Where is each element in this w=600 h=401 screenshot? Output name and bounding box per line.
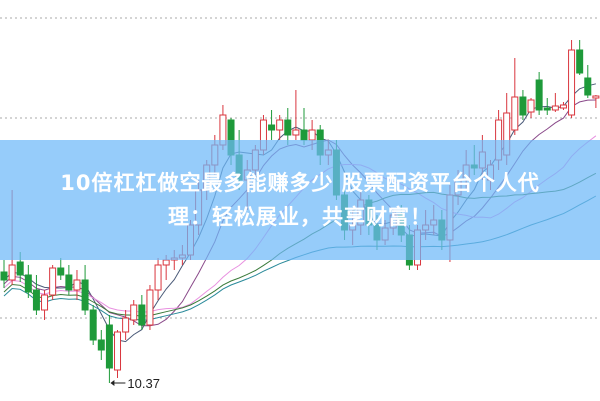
- candle-down: [300, 129, 308, 141]
- candle-down: [24, 274, 32, 293]
- candle-up: [592, 95, 600, 99]
- candle-up: [49, 267, 57, 296]
- candle-up: [276, 119, 284, 131]
- candle-up: [146, 289, 154, 326]
- candle-down: [89, 309, 97, 341]
- candle-up: [308, 129, 316, 141]
- candle-up: [154, 264, 162, 291]
- candle-down: [284, 119, 292, 136]
- banner-line-1: 10倍杠杠做空最多能赚多少 股票配资平台个人代: [60, 171, 540, 195]
- low-marker-arrowhead: [110, 380, 115, 386]
- candle-down: [57, 267, 65, 276]
- candle-down: [138, 304, 146, 326]
- candle-up: [511, 96, 519, 131]
- candle-up: [122, 317, 130, 333]
- candle-down: [576, 49, 584, 74]
- banner-line-2: 理：轻松展业，共享财富！: [168, 205, 432, 229]
- candle-up: [292, 129, 300, 136]
- candle-up: [73, 279, 81, 291]
- candle-up: [130, 304, 138, 321]
- candle-down: [0, 271, 8, 281]
- candle-down: [268, 124, 276, 131]
- candle-up: [527, 99, 535, 113]
- candle-up: [559, 104, 567, 109]
- candle-down: [105, 324, 113, 369]
- candle-up: [568, 49, 576, 116]
- candle-up: [162, 259, 170, 266]
- candle-down: [535, 79, 543, 111]
- candle-up: [41, 294, 49, 311]
- candle-down: [97, 339, 105, 351]
- title-banner: 10倍杠杠做空最多能赚多少 股票配资平台个人代 理：轻松展业，共享财富！: [0, 140, 600, 260]
- candle-up: [114, 331, 122, 371]
- low-price-label: 10.37: [127, 376, 160, 391]
- candle-down: [543, 107, 551, 111]
- candle-down: [65, 274, 73, 291]
- candle-down: [584, 77, 592, 96]
- candle-up: [8, 264, 16, 281]
- candle-down: [81, 279, 89, 311]
- candle-down: [16, 261, 24, 276]
- candle-up: [551, 105, 559, 111]
- candle-down: [32, 289, 40, 311]
- candle-down: [519, 96, 527, 116]
